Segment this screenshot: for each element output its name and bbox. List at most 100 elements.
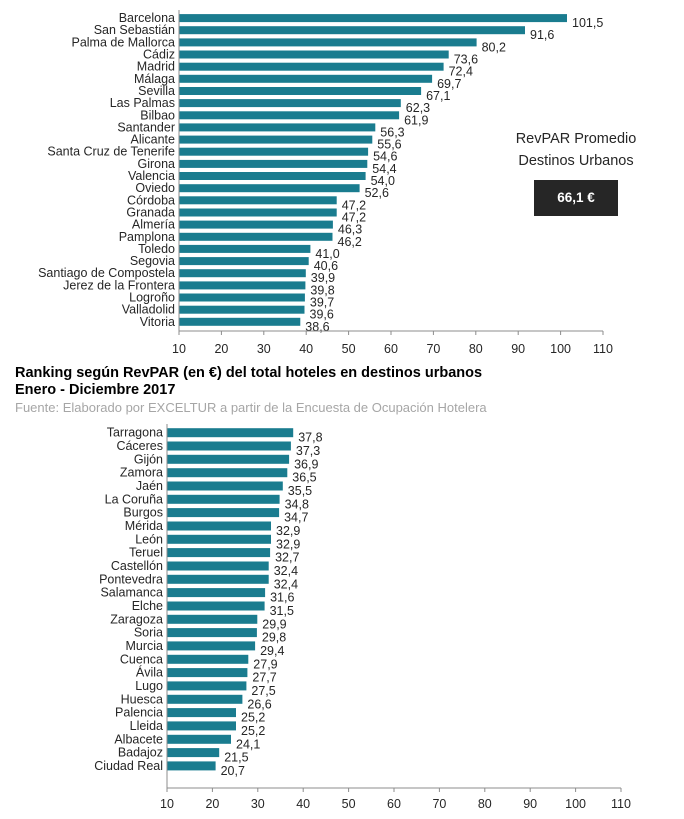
category-label: Burgos — [123, 506, 163, 520]
category-label: Lugo — [135, 679, 163, 693]
bar — [179, 147, 369, 156]
category-label: Oviedo — [135, 181, 175, 195]
bar — [179, 14, 567, 23]
value-label: 73,6 — [454, 53, 478, 67]
x-tick-label: 80 — [478, 797, 492, 811]
bar — [179, 293, 305, 302]
bar — [167, 708, 236, 718]
value-label: 31,6 — [270, 591, 294, 605]
x-tick-label: 50 — [342, 797, 356, 811]
category-label: Palencia — [115, 706, 163, 720]
value-label: 40,6 — [314, 259, 338, 273]
bar — [179, 135, 373, 144]
category-label: Alicante — [131, 133, 176, 147]
category-label: Lleida — [130, 719, 163, 733]
value-label: 24,1 — [236, 737, 260, 751]
value-label: 34,8 — [285, 497, 309, 511]
value-label: 31,5 — [270, 604, 294, 618]
x-tick-label: 40 — [299, 342, 313, 356]
bar — [167, 614, 258, 624]
average-value-badge: 66,1 € — [534, 180, 618, 216]
bar — [167, 508, 280, 518]
category-label: Segovia — [130, 254, 175, 268]
bar — [179, 159, 368, 168]
x-tick-label: 30 — [251, 797, 265, 811]
category-label: Pontevedra — [99, 572, 163, 586]
value-label: 25,2 — [241, 724, 265, 738]
category-label: Elche — [132, 599, 163, 613]
category-label: Salamanca — [100, 586, 163, 600]
chart-caption: Ranking según RevPAR (en €) del total ho… — [15, 365, 675, 417]
category-label: Albacete — [114, 732, 163, 746]
category-label: Santa Cruz de Tenerife — [47, 145, 175, 159]
bar — [167, 601, 265, 611]
bar — [167, 481, 283, 491]
category-label: León — [135, 532, 163, 546]
category-label: Bilbao — [140, 108, 175, 122]
value-label: 32,4 — [274, 564, 298, 578]
value-label: 25,2 — [241, 711, 265, 725]
bar — [167, 494, 280, 504]
value-label: 37,8 — [298, 431, 322, 445]
value-label: 29,4 — [260, 644, 284, 658]
category-label: Vitoria — [140, 315, 175, 329]
category-label: San Sebastián — [94, 23, 175, 37]
category-label: Madrid — [137, 60, 175, 74]
value-label: 26,6 — [247, 697, 271, 711]
value-label: 72,4 — [449, 65, 473, 79]
bar — [167, 574, 269, 584]
category-label: Girona — [137, 157, 175, 171]
bar — [179, 257, 309, 266]
value-label: 46,2 — [338, 235, 362, 249]
bar — [179, 269, 306, 278]
bar — [167, 521, 271, 531]
category-label: Jaén — [136, 479, 163, 493]
value-label: 54,0 — [371, 174, 395, 188]
category-label: Mérida — [125, 519, 163, 533]
category-label: La Coruña — [105, 492, 163, 506]
category-label: Jerez de la Frontera — [63, 278, 175, 292]
bar — [179, 50, 449, 59]
bar — [179, 317, 301, 326]
x-tick-label: 70 — [426, 342, 440, 356]
bar — [179, 87, 422, 95]
x-tick-label: 80 — [469, 342, 483, 356]
category-label: Castellón — [111, 559, 163, 573]
average-revpar-box: RevPAR Promedio Destinos Urbanos 66,1 € — [496, 128, 656, 216]
bar — [167, 734, 231, 744]
x-tick-label: 60 — [384, 342, 398, 356]
category-label: Tarragona — [107, 426, 163, 440]
bar — [167, 428, 294, 438]
category-label: Santander — [117, 120, 175, 134]
category-label: Logroño — [129, 291, 175, 305]
category-label: Murcia — [125, 639, 163, 653]
value-label: 61,9 — [404, 113, 428, 127]
value-label: 38,6 — [305, 320, 329, 334]
category-label: Granada — [126, 206, 175, 220]
x-tick-label: 90 — [523, 797, 537, 811]
category-label: Soria — [134, 626, 163, 640]
category-label: Cáceres — [116, 439, 163, 453]
value-label: 35,5 — [288, 484, 312, 498]
category-label: Cádiz — [143, 48, 175, 62]
bar — [179, 123, 376, 132]
value-label: 27,5 — [251, 684, 275, 698]
x-tick-label: 30 — [257, 342, 271, 356]
bar — [179, 172, 366, 180]
value-label: 29,9 — [262, 617, 286, 631]
value-label: 21,5 — [224, 751, 248, 765]
bar — [167, 628, 257, 638]
x-tick-label: 100 — [565, 797, 586, 811]
bar — [167, 641, 256, 651]
category-label: Zamora — [120, 466, 163, 480]
value-label: 54,4 — [372, 162, 396, 176]
value-label: 39,8 — [310, 283, 334, 297]
bar — [167, 681, 247, 691]
bar — [179, 111, 400, 120]
category-label: Ciudad Real — [94, 759, 163, 773]
bar — [179, 62, 444, 71]
bar — [179, 220, 333, 229]
value-label: 20,7 — [221, 764, 245, 778]
value-label: 39,6 — [310, 308, 334, 322]
